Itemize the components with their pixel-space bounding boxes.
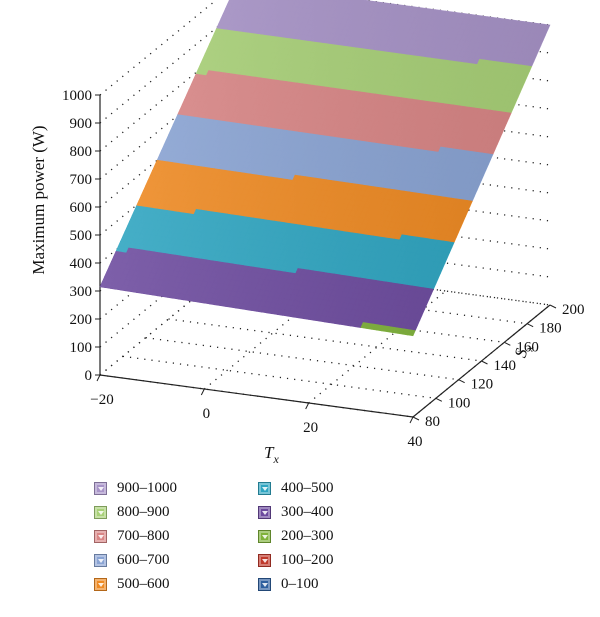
z-tick-label: 400	[70, 256, 93, 272]
y-tick-label: 120	[471, 377, 494, 393]
legend-label: 300–400	[281, 503, 334, 520]
legend-swatch	[94, 505, 107, 519]
x-tick-label: 0	[203, 406, 211, 422]
legend-swatch	[94, 553, 107, 567]
z-tick-label: 900	[70, 116, 93, 132]
z-tick-label: 700	[70, 172, 93, 188]
gridline-floor-y-2	[145, 337, 459, 381]
legend-item: 400–500	[258, 478, 334, 498]
z-tick-label: 200	[70, 312, 93, 328]
gridline-floor-y-3	[168, 318, 482, 362]
x-tick-label: 20	[303, 420, 318, 436]
y-tick-label: 180	[539, 321, 562, 337]
legend-swatch	[258, 481, 271, 495]
legend-item: 800–900	[94, 502, 170, 522]
legend-item: 700–800	[94, 526, 170, 546]
legend-item: 200–300	[258, 526, 334, 546]
x-axis-title: Tx	[264, 443, 279, 466]
z-tick-label: 100	[70, 340, 93, 356]
tick-labels: 0 100 200 300 400 500 600 700 800 900 1000 −20 0 20 40…	[62, 88, 585, 450]
legend: 900–1000 800–900 700–800 600–700 500–600 400–…	[94, 478, 414, 603]
legend-label: 200–300	[281, 527, 334, 544]
gridline-floor-x-2	[308, 290, 447, 404]
legend-item: 600–700	[94, 550, 170, 570]
z-tick-label: 600	[70, 200, 93, 216]
legend-label: 400–500	[281, 479, 334, 496]
legend-swatch	[94, 577, 107, 591]
surface-shading	[100, 0, 550, 336]
y-tick-label: 160	[516, 339, 539, 355]
legend-swatch	[94, 481, 107, 495]
z-axis-title: Maximum power (W)	[29, 125, 48, 274]
z-tick-label: 500	[70, 228, 93, 244]
y-tick-label: 200	[562, 302, 585, 318]
legend-label: 500–600	[117, 575, 170, 592]
legend-swatch	[94, 529, 107, 543]
y-tick-label: 80	[425, 414, 440, 430]
legend-swatch	[258, 529, 271, 543]
legend-swatch	[258, 505, 271, 519]
legend-label: 700–800	[117, 527, 170, 544]
legend-label: 800–900	[117, 503, 170, 520]
x-tick-label: −20	[90, 392, 113, 408]
z-tick-label: 300	[70, 284, 93, 300]
legend-swatch	[258, 577, 271, 591]
legend-label: 100–200	[281, 551, 334, 568]
legend-item: 0–100	[258, 574, 319, 594]
y-tick-label: 140	[494, 358, 517, 374]
legend-item: 500–600	[94, 574, 170, 594]
x-axis-line	[99, 374, 414, 418]
legend-label: 0–100	[281, 575, 319, 592]
legend-label: 900–1000	[117, 479, 177, 496]
y-axis-title: Sx	[511, 341, 537, 361]
gridline-floor-x-1	[203, 276, 342, 390]
legend-item: 300–400	[258, 502, 334, 522]
y-tick-label: 100	[448, 395, 471, 411]
surface-bands	[99, 0, 551, 337]
legend-item: 900–1000	[94, 478, 177, 498]
legend-swatch	[258, 553, 271, 567]
z-tick-label: 0	[85, 368, 93, 384]
z-tick-label: 800	[70, 144, 93, 160]
z-tick-label: 1000	[62, 88, 92, 104]
legend-item: 100–200	[258, 550, 334, 570]
x-tick-label: 40	[408, 434, 423, 450]
legend-label: 600–700	[117, 551, 170, 568]
gridline-floor-y-1	[122, 355, 436, 399]
